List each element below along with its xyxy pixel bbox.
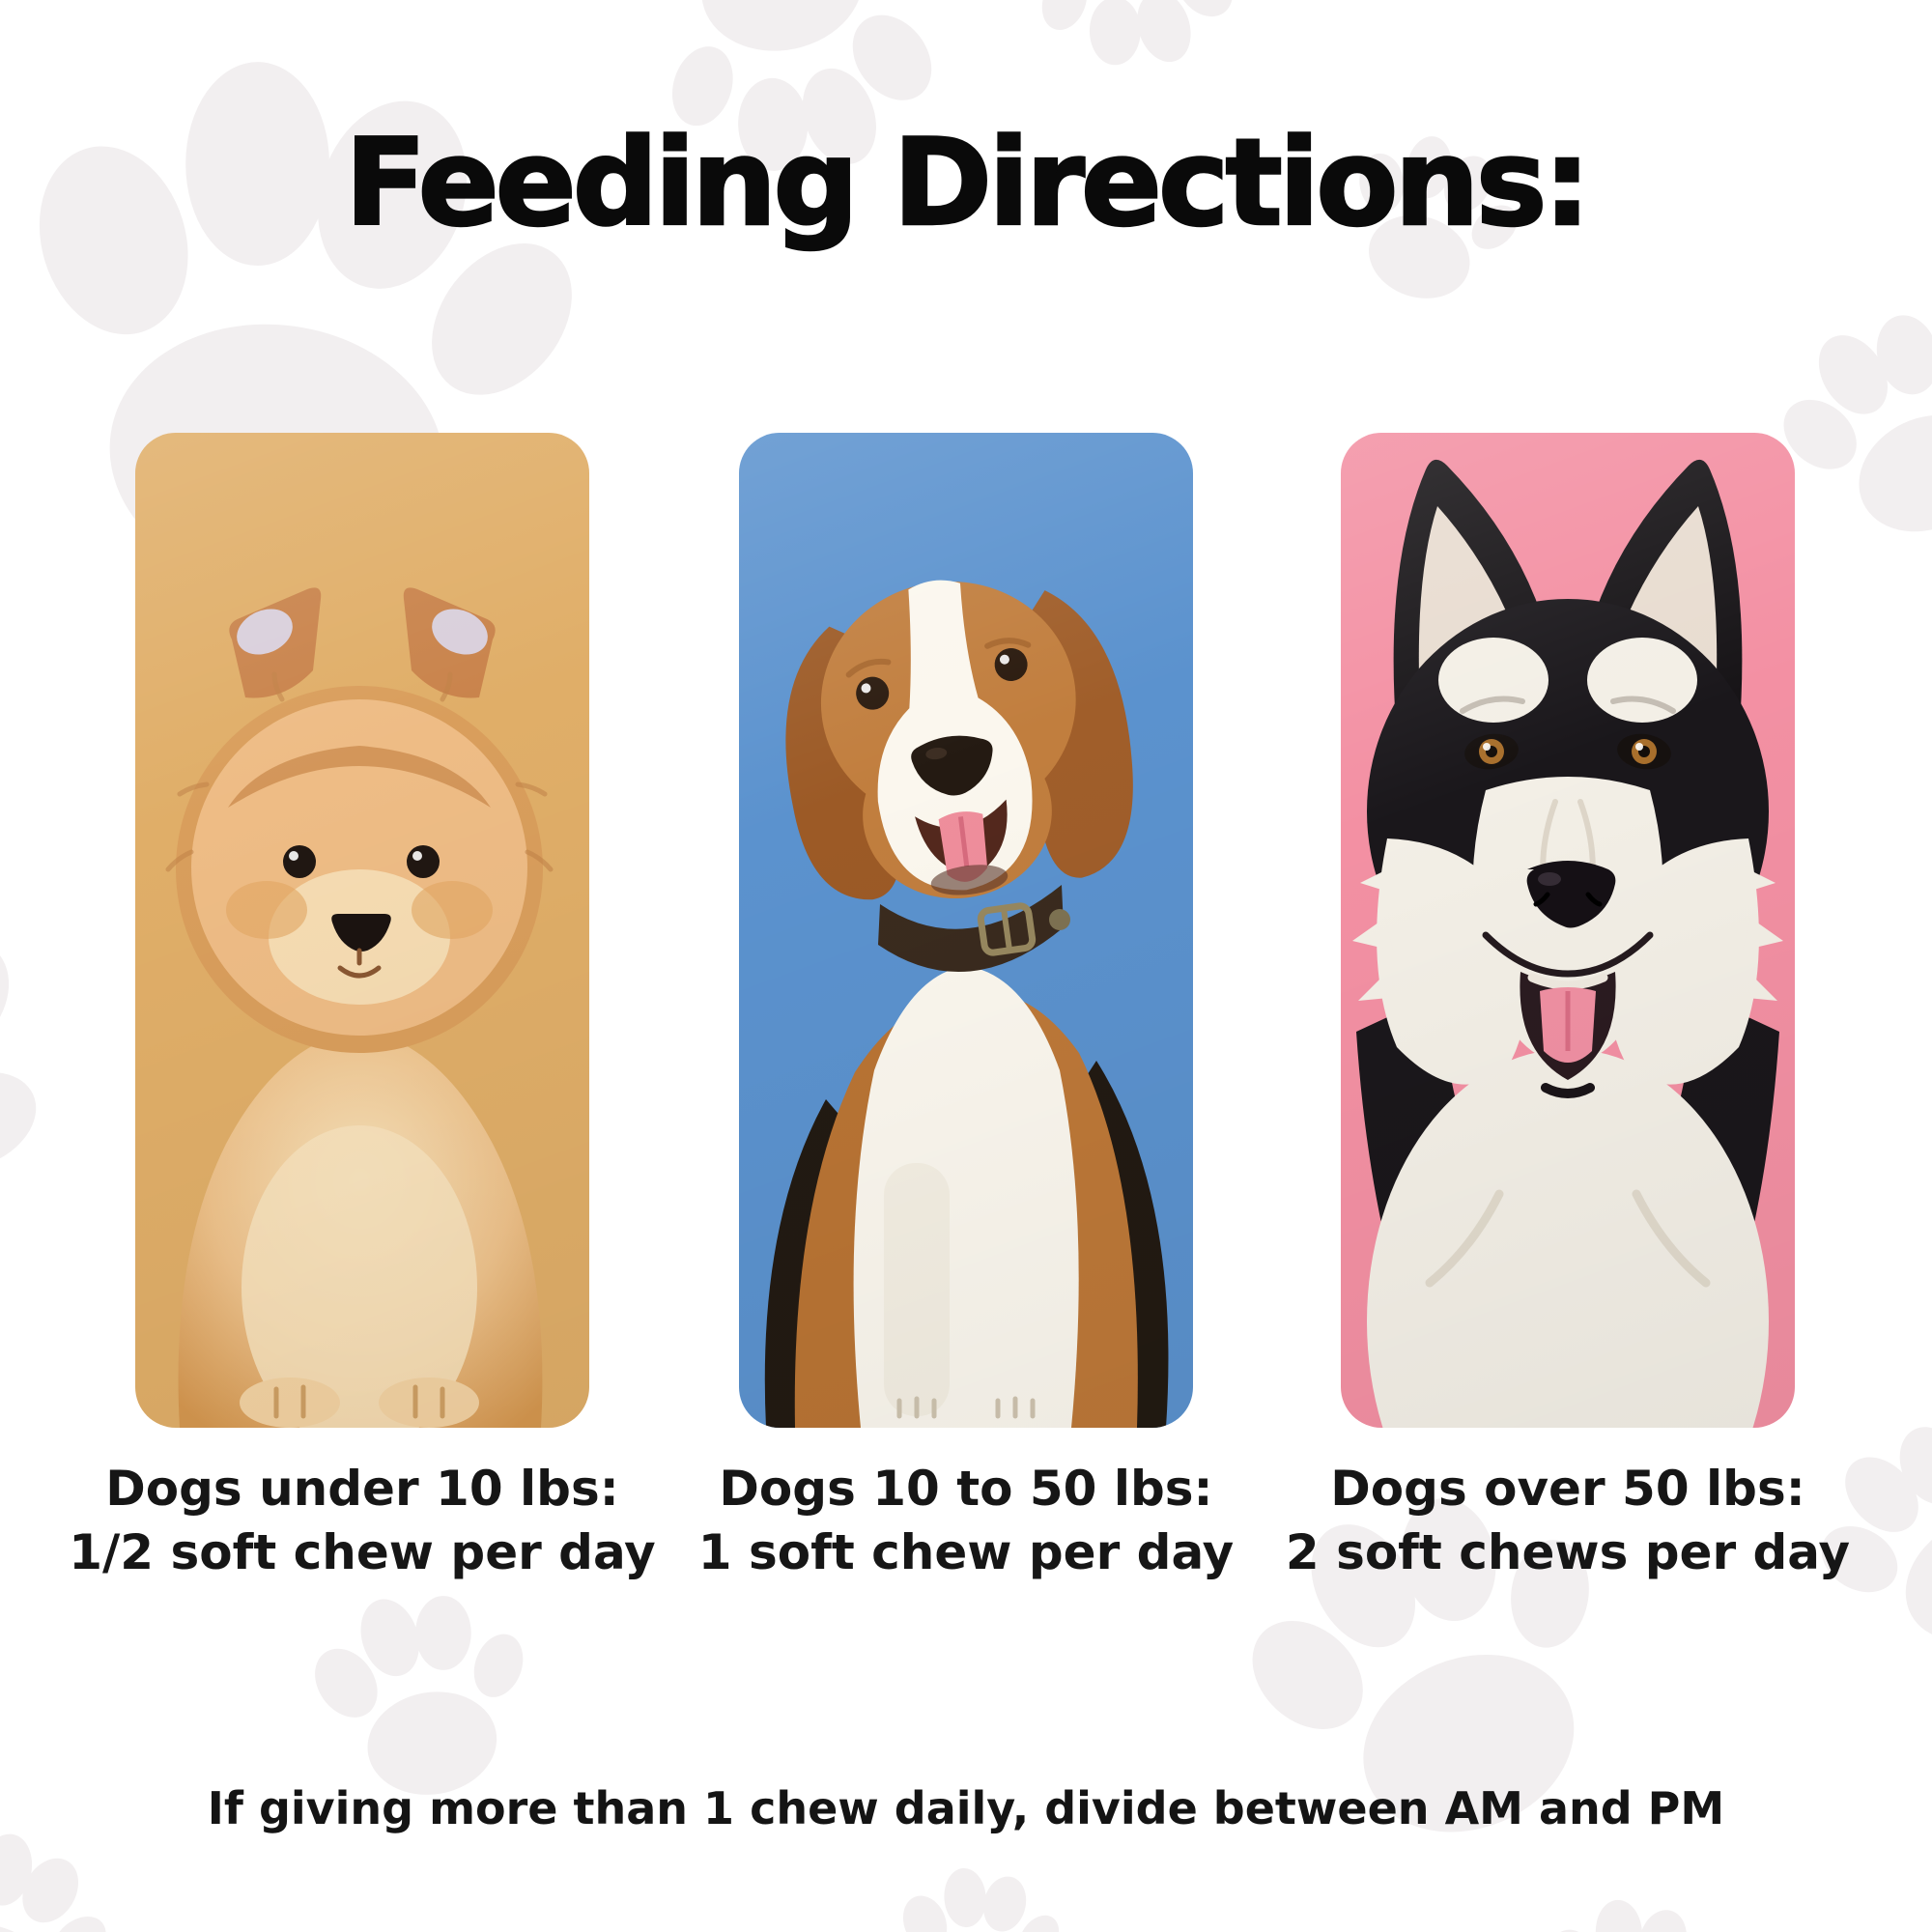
husky-photo <box>1341 433 1795 1428</box>
pomeranian-puppy-photo <box>135 433 589 1428</box>
pomeranian-illustration <box>165 587 554 1428</box>
caption-line: 1/2 soft chew per day <box>69 1524 656 1580</box>
beagle-photo <box>739 433 1193 1428</box>
caption-line: Dogs over 50 lbs: <box>1330 1461 1805 1517</box>
footnote: If giving more than 1 chew daily, divide… <box>207 1782 1725 1834</box>
caption-line: 1 soft chew per day <box>697 1524 1235 1580</box>
card-dogs-10-to-50-lbs <box>739 433 1193 1428</box>
page-title: Feeding Directions: <box>344 114 1593 253</box>
beagle-illustration <box>764 580 1169 1428</box>
caption-dogs-under-10-lbs: Dogs under 10 lbs: 1/2 soft chew per day <box>53 1457 671 1584</box>
card-dogs-over-50-lbs <box>1341 433 1795 1428</box>
card-dogs-under-10-lbs <box>135 433 589 1428</box>
caption-dogs-10-to-50-lbs: Dogs 10 to 50 lbs: 1 soft chew per day <box>657 1457 1275 1584</box>
caption-line: Dogs 10 to 50 lbs: <box>719 1461 1213 1517</box>
husky-illustration <box>1352 459 1783 1428</box>
caption-line: 2 soft chews per day <box>1285 1524 1851 1580</box>
caption-dogs-over-50-lbs: Dogs over 50 lbs: 2 soft chews per day <box>1259 1457 1877 1584</box>
caption-line: Dogs under 10 lbs: <box>105 1461 619 1517</box>
